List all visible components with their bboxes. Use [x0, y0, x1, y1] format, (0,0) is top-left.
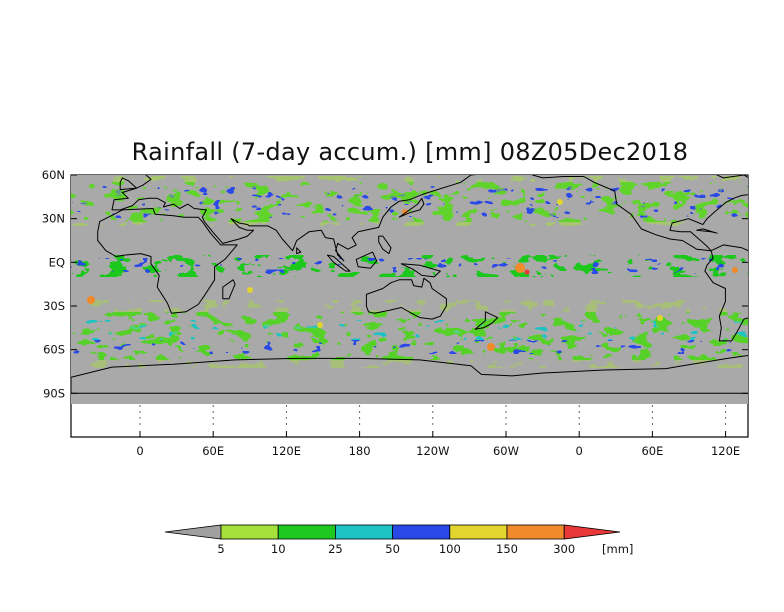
lat-tick-label: 60S: [43, 343, 65, 357]
color-bar-legend: 5 10 25 50 100 150 300 [mm]: [164, 524, 633, 556]
legend-unit-label: [mm]: [602, 542, 633, 556]
lon-tick-label: 60E: [641, 444, 663, 458]
heavy-rain-spots: [87, 199, 738, 351]
lon-tick-label: 60E: [202, 444, 224, 458]
precipitation-layer: [71, 176, 748, 368]
legend-tick-label: 25: [328, 542, 343, 556]
landmass-japan: [398, 197, 425, 218]
landmass-sumatra: [326, 254, 351, 272]
landmass-africa: [97, 208, 238, 314]
landmass-australia: [365, 277, 447, 320]
legend-tick-label: 100: [439, 542, 461, 556]
landmass-borneo: [355, 251, 378, 269]
landmass-north-america: [531, 175, 748, 252]
landmass-europe-asia: [111, 175, 477, 262]
lat-tick-label: 30S: [43, 299, 65, 313]
lat-tick-label: EQ: [49, 255, 65, 269]
map-title: Rainfall (7-day accum.) [mm] 08Z05Dec201…: [131, 138, 689, 166]
longitude-axis: 0 60E 120E 180 120W 60W 0 60E 120E: [136, 405, 740, 458]
legend-high-arrow: [563, 524, 621, 540]
landmass-cuba: [696, 228, 718, 234]
landmass-new-zealand: [474, 311, 499, 330]
lon-tick-label: 120W: [416, 444, 449, 458]
legend-swatch: [449, 524, 508, 540]
legend-swatch: [334, 524, 393, 540]
landmass-greenland: [738, 143, 784, 175]
legend-tick-label: 5: [217, 542, 224, 556]
legend-swatch: [220, 524, 279, 540]
legend-low-arrow: [164, 524, 222, 540]
lon-tick-label: 120E: [272, 444, 301, 458]
legend-swatch: [392, 524, 451, 540]
latitude-axis: 60N 30N EQ 30S 60S 90S: [42, 168, 748, 400]
lon-tick-label: 180: [349, 444, 371, 458]
continent-outlines: [71, 143, 784, 394]
landmass-new-guinea: [400, 263, 441, 278]
landmass-antarctica: [71, 355, 748, 394]
landmass-philippines: [378, 235, 392, 255]
legend-tick-label: 50: [385, 542, 400, 556]
legend-tick-label: 10: [271, 542, 286, 556]
lon-tick-label: 60W: [493, 444, 519, 458]
landmass-south-america: [704, 244, 748, 342]
lon-tick-label: 0: [136, 444, 143, 458]
lon-tick-label: 0: [576, 444, 583, 458]
lat-tick-label: 30N: [42, 212, 65, 226]
lon-tick-label: 120E: [711, 444, 740, 458]
legend-swatch: [506, 524, 565, 540]
legend-tick-label: 300: [553, 542, 575, 556]
legend-tick-label: 150: [496, 542, 518, 556]
landmass-madagascar: [222, 279, 236, 300]
landmass-uk: [119, 177, 138, 191]
lat-tick-label: 60N: [42, 168, 65, 182]
landmass-sri-lanka: [296, 247, 302, 255]
legend-swatch: [277, 524, 336, 540]
lat-tick-label: 90S: [43, 386, 65, 400]
